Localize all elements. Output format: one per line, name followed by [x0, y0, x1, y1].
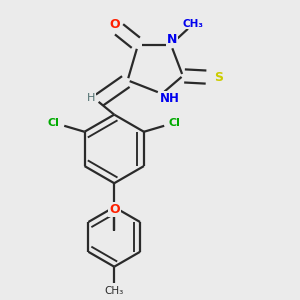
Text: O: O: [109, 203, 119, 216]
Text: CH₃: CH₃: [182, 19, 203, 29]
Text: Cl: Cl: [48, 118, 60, 128]
Text: Cl: Cl: [169, 118, 181, 128]
Text: S: S: [214, 71, 223, 84]
Text: H: H: [87, 93, 95, 103]
Text: CH₃: CH₃: [105, 286, 124, 296]
Text: N: N: [167, 33, 177, 46]
Text: NH: NH: [160, 92, 180, 105]
Text: O: O: [109, 18, 119, 31]
